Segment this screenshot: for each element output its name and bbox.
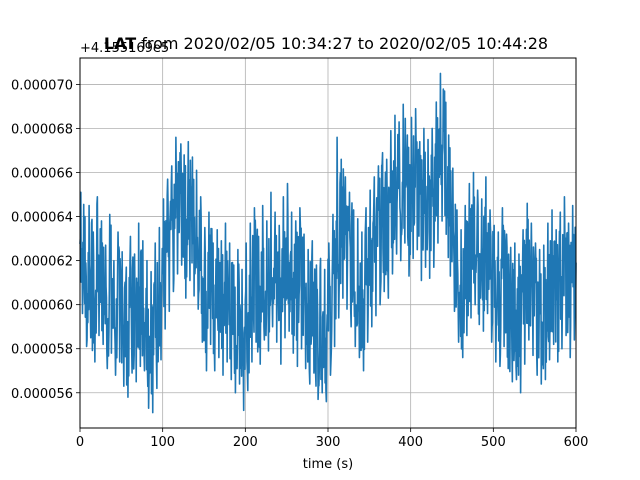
y-tick-label-1: 0.000058: [11, 343, 73, 358]
y-axis-offset-label: +4.155169e5: [80, 41, 169, 56]
x-tick-label-1: 100: [150, 435, 175, 450]
x-axis-ticks: 0 100 200 300 400 500 600: [76, 428, 589, 450]
y-tick-label-6: 0.000068: [11, 122, 73, 137]
chart-title-rest: from 2020/02/05 10:34:27 to 2020/02/05 1…: [136, 34, 548, 53]
y-tick-label-4: 0.000064: [11, 211, 73, 226]
y-tick-label-3: 0.000062: [11, 255, 73, 270]
y-tick-label-0: 0.000056: [11, 387, 73, 402]
x-tick-label-6: 600: [564, 435, 589, 450]
series-lat: [79, 72, 577, 414]
y-tick-label-5: 0.000066: [11, 167, 73, 182]
y-tick-label-7: 0.000070: [11, 78, 73, 93]
x-tick-label-3: 300: [316, 435, 341, 450]
chart-title: LAT from 2020/02/05 10:34:27 to 2020/02/…: [104, 34, 548, 53]
x-tick-label-0: 0: [76, 435, 84, 450]
chart-title-bold: LAT: [104, 34, 136, 53]
y-tick-label-2: 0.000060: [11, 299, 73, 314]
x-tick-label-4: 400: [398, 435, 423, 450]
y-axis-ticks: 0.000056 0.000058 0.000060 0.000062 0.000064…: [11, 78, 80, 402]
series-lat-line: [79, 72, 577, 414]
x-tick-label-2: 200: [233, 435, 258, 450]
x-axis-label: time (s): [303, 457, 353, 472]
x-tick-label-5: 500: [481, 435, 506, 450]
